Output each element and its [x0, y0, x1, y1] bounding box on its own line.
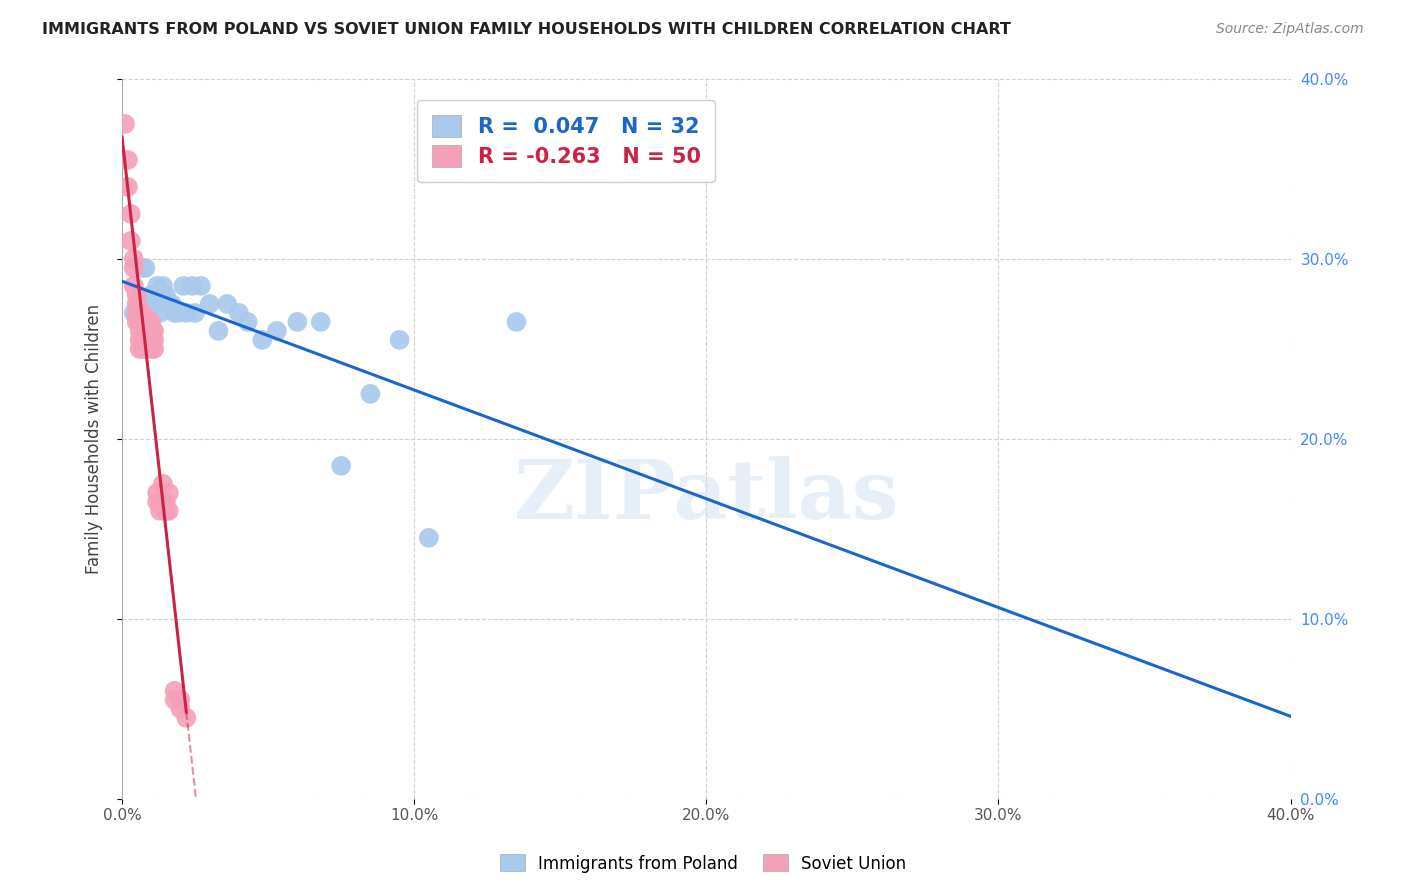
Point	[155, 495, 177, 509]
Point	[138, 315, 160, 329]
Point	[141, 342, 163, 356]
Point	[169, 693, 191, 707]
Point	[141, 324, 163, 338]
Point	[134, 324, 156, 338]
Point	[128, 333, 150, 347]
Point	[418, 531, 440, 545]
Point	[120, 207, 142, 221]
Point	[146, 486, 169, 500]
Point	[138, 324, 160, 338]
Point	[176, 711, 198, 725]
Legend: Immigrants from Poland, Soviet Union: Immigrants from Poland, Soviet Union	[494, 847, 912, 880]
Point	[166, 306, 188, 320]
Point	[117, 180, 139, 194]
Point	[134, 333, 156, 347]
Point	[152, 279, 174, 293]
Point	[141, 288, 163, 302]
Point	[236, 315, 259, 329]
Point	[163, 683, 186, 698]
Point	[266, 324, 288, 338]
Point	[198, 297, 221, 311]
Point	[505, 315, 527, 329]
Point	[122, 260, 145, 275]
Point	[131, 306, 153, 320]
Point	[122, 252, 145, 266]
Point	[160, 297, 183, 311]
Point	[207, 324, 229, 338]
Point	[146, 495, 169, 509]
Point	[146, 279, 169, 293]
Point	[152, 495, 174, 509]
Point	[120, 234, 142, 248]
Point	[152, 476, 174, 491]
Point	[122, 306, 145, 320]
Point	[149, 306, 172, 320]
Point	[172, 279, 194, 293]
Y-axis label: Family Households with Children: Family Households with Children	[86, 304, 103, 574]
Point	[190, 279, 212, 293]
Point	[228, 306, 250, 320]
Point	[184, 306, 207, 320]
Point	[125, 297, 148, 311]
Legend: R =  0.047   N = 32, R = -0.263   N = 50: R = 0.047 N = 32, R = -0.263 N = 50	[418, 100, 716, 182]
Point	[131, 324, 153, 338]
Point	[285, 315, 308, 329]
Text: IMMIGRANTS FROM POLAND VS SOVIET UNION FAMILY HOUSEHOLDS WITH CHILDREN CORRELATI: IMMIGRANTS FROM POLAND VS SOVIET UNION F…	[42, 22, 1011, 37]
Point	[388, 333, 411, 347]
Point	[157, 504, 180, 518]
Point	[128, 315, 150, 329]
Point	[125, 315, 148, 329]
Point	[309, 315, 332, 329]
Point	[131, 315, 153, 329]
Point	[128, 342, 150, 356]
Point	[157, 297, 180, 311]
Point	[359, 387, 381, 401]
Point	[157, 486, 180, 500]
Point	[138, 333, 160, 347]
Point	[217, 297, 239, 311]
Point	[149, 495, 172, 509]
Point	[252, 333, 274, 347]
Point	[134, 315, 156, 329]
Point	[114, 117, 136, 131]
Point	[125, 306, 148, 320]
Point	[128, 324, 150, 338]
Point	[143, 342, 166, 356]
Point	[122, 279, 145, 293]
Point	[141, 315, 163, 329]
Text: Source: ZipAtlas.com: Source: ZipAtlas.com	[1216, 22, 1364, 37]
Point	[131, 342, 153, 356]
Point	[117, 153, 139, 167]
Point	[176, 306, 198, 320]
Text: ZIPatlas: ZIPatlas	[513, 457, 898, 536]
Point	[131, 260, 153, 275]
Point	[143, 333, 166, 347]
Point	[155, 288, 177, 302]
Point	[163, 693, 186, 707]
Point	[163, 306, 186, 320]
Point	[131, 333, 153, 347]
Point	[155, 504, 177, 518]
Point	[169, 702, 191, 716]
Point	[149, 504, 172, 518]
Point	[181, 279, 204, 293]
Point	[143, 297, 166, 311]
Point	[141, 333, 163, 347]
Point	[125, 288, 148, 302]
Point	[330, 458, 353, 473]
Point	[143, 324, 166, 338]
Point	[134, 260, 156, 275]
Point	[134, 342, 156, 356]
